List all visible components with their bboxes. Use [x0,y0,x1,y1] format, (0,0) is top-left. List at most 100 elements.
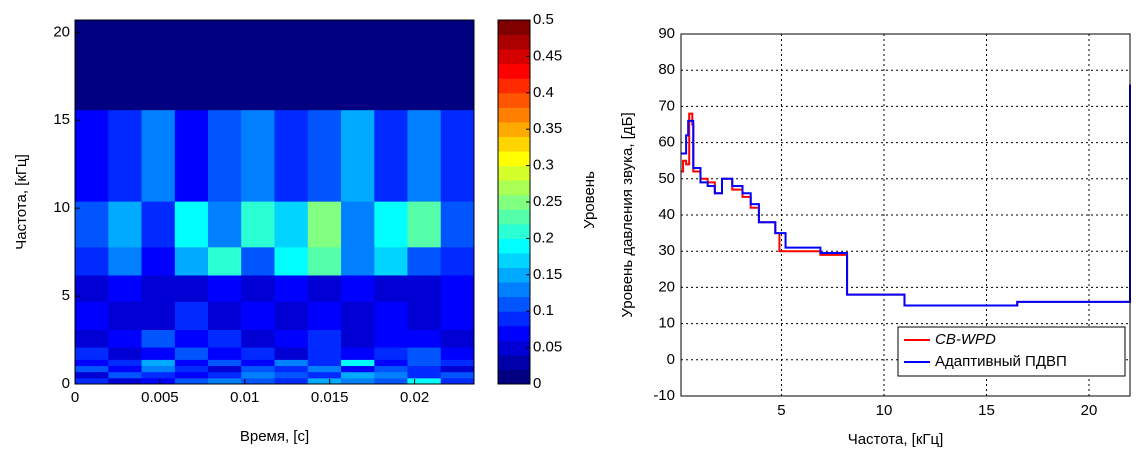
heat-cell [108,347,143,360]
heat-cell [440,20,475,111]
heat-cell [241,274,275,302]
heat-cell [241,377,275,385]
colorbar-tick-label: 0.35 [533,120,562,137]
heat-cell [341,301,375,330]
heat-cell [174,301,209,330]
heat-cell [341,274,375,302]
x-tick-label: 5 [777,402,785,419]
colorbar-band [498,49,530,65]
heat-cell [407,109,442,202]
colorbar-band [498,63,530,79]
heat-cell [174,371,209,379]
heat-cell [440,347,475,360]
heat-cell [75,246,109,276]
heat-cell [108,301,143,330]
heat-cell [141,301,176,330]
heat-cell [307,377,342,385]
colorbar-band [498,267,530,283]
heat-cell [75,365,109,373]
heat-cell [307,201,342,248]
heat-cell [341,365,375,373]
heat-cell [440,329,475,348]
heat-cell [241,329,275,348]
heat-cell [440,246,475,276]
heat-cell [241,365,275,373]
heat-cell [274,377,309,385]
colorbar-band [498,282,530,298]
heat-cell [341,329,375,348]
colorbar-band [498,340,530,356]
y-tick-label: 10 [658,315,675,332]
heat-cell [274,274,309,302]
y-tick-label: 10 [53,199,70,216]
heat-cell [207,20,242,111]
colorbar-band [498,92,530,108]
heat-cell [108,377,143,385]
y-axis-label: Частота, [кГц] [13,154,30,250]
heat-cell [341,109,375,202]
colorbar-tick-label: 0.45 [533,47,562,64]
colorbar-band [498,20,530,36]
heat-cell [174,246,209,276]
y-tick-label: 20 [53,23,70,40]
heat-cell [108,329,143,348]
y-tick-label: 80 [658,61,675,78]
heat-cell [341,20,375,111]
colorbar-tick-label: 0.1 [533,302,554,319]
heat-cell [374,20,408,111]
heat-cell [374,371,408,379]
heat-cell [141,246,176,276]
heat-cell [307,274,342,302]
heat-cell [241,359,275,367]
heat-cell [307,109,342,202]
colorbar-band [498,369,530,385]
heat-cell [407,274,442,302]
heat-cell [141,347,176,360]
colorbar-band [498,165,530,181]
heat-cell [75,109,109,202]
heat-cell [341,347,375,360]
colorbar-tick-label: 0.3 [533,157,554,174]
heat-cell [274,109,309,202]
heat-cell [274,347,309,360]
series-line [681,84,1131,307]
heat-cell [307,301,342,330]
heat-cell [108,274,143,302]
colorbar-tick-label: 0.15 [533,266,562,283]
colorbar-band [498,107,530,123]
heat-cell [307,347,342,360]
y-tick-label: 20 [658,278,675,295]
colorbar-tick-label: 0 [533,375,541,392]
heat-cell [407,377,442,385]
heat-cell [75,329,109,348]
colorbar-band [498,121,530,137]
heat-cell [108,365,143,373]
heat-cell [241,246,275,276]
heat-cell [440,359,475,367]
heat-cell [207,109,242,202]
heat-cell [374,329,408,348]
heat-cell [440,371,475,379]
heat-cell [75,20,109,111]
heat-cell [207,347,242,360]
colorbar-band [498,311,530,327]
heat-cell [174,109,209,202]
y-tick-label: 5 [62,287,70,304]
heat-cell [407,347,442,360]
colorbar-band [498,194,530,210]
heat-cell [141,109,176,202]
heat-cell [341,371,375,379]
axes-box [74,19,475,385]
x-tick-label: 0.005 [141,389,179,406]
heat-cell [440,365,475,373]
heat-cell [307,329,342,348]
heat-cell [407,371,442,379]
heat-cell [274,329,309,348]
heat-cell [75,347,109,360]
y-tick-label: 50 [658,170,675,187]
heat-cell [75,371,109,379]
heat-cell [407,359,442,367]
heat-cell [207,246,242,276]
heat-cell [241,20,275,111]
